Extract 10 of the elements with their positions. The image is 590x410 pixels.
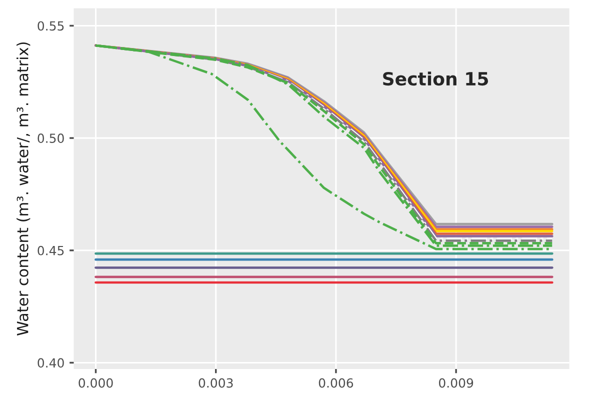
x-tick-label: 0.003 bbox=[198, 378, 233, 388]
y-tick-label: 0.50 bbox=[38, 134, 64, 143]
y-tick-label: 0.55 bbox=[38, 21, 64, 31]
x-tick-label: 0.009 bbox=[438, 378, 474, 388]
x-tick-label: 0.000 bbox=[78, 378, 113, 388]
annotation: Section 15 bbox=[383, 72, 488, 86]
x-tick-label: 0.006 bbox=[318, 378, 354, 388]
y-tick-label: 0.40 bbox=[38, 358, 64, 368]
y-axis-title: Water content (m³. water/, m³. matrix) bbox=[16, 42, 30, 336]
y-tick-label: 0.45 bbox=[38, 246, 64, 256]
